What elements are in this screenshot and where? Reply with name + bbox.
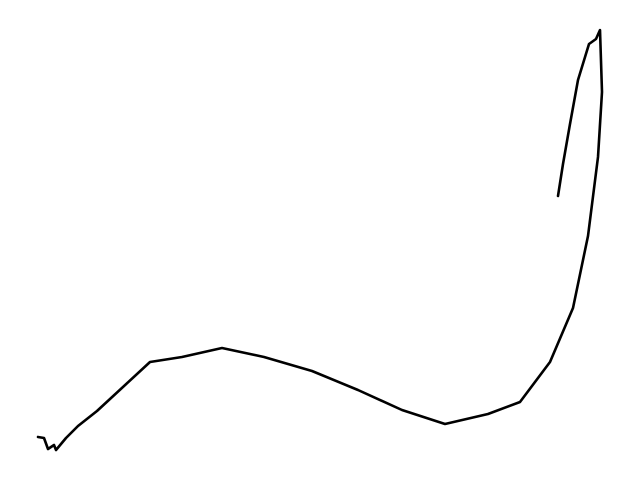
freehand-stroke <box>36 28 604 452</box>
